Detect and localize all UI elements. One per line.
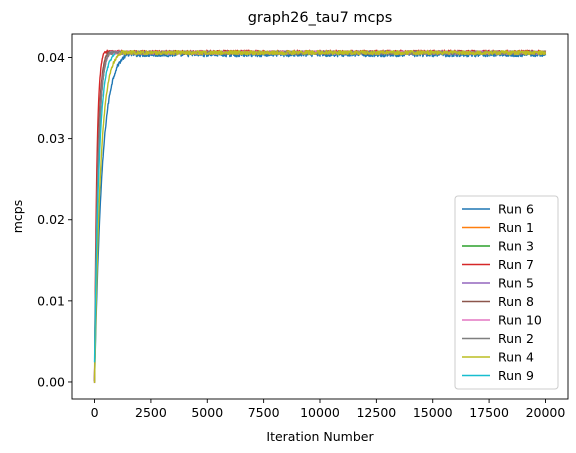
legend-entry: Run 2: [498, 331, 534, 346]
y-tick-label: 0.02: [37, 212, 65, 227]
y-tick-label: 0.04: [37, 50, 65, 65]
legend-entry: Run 9: [498, 368, 534, 383]
legend-entry: Run 10: [498, 313, 542, 328]
legend-entry: Run 8: [498, 294, 534, 309]
legend-entry: Run 4: [498, 350, 534, 365]
y-tick-label: 0.01: [37, 293, 65, 308]
legend-entry: Run 1: [498, 220, 534, 235]
y-tick-label: 0.03: [37, 131, 65, 146]
legend: Run 6 Run 1 Run 3 Run 7 Run 5 Run 8 Run 10 Run …: [455, 196, 558, 389]
x-tick-label: 7500: [248, 405, 280, 420]
x-tick-label: 12500: [356, 405, 396, 420]
x-tick-label: 17500: [469, 405, 509, 420]
x-tick-label: 10000: [300, 405, 340, 420]
y-tick-label: 0.00: [37, 374, 65, 389]
legend-entry: Run 7: [498, 257, 534, 272]
legend-entry: Run 5: [498, 276, 534, 291]
x-tick-label: 20000: [526, 405, 566, 420]
x-axis-label: Iteration Number: [266, 429, 374, 444]
legend-entry: Run 3: [498, 239, 534, 254]
x-tick-label: 0: [91, 405, 99, 420]
x-tick-label: 15000: [413, 405, 453, 420]
chart-title: graph26_tau7 mcps: [248, 10, 393, 26]
x-tick-label: 5000: [191, 405, 223, 420]
x-tick-label: 2500: [135, 405, 167, 420]
legend-entry: Run 6: [498, 202, 534, 217]
y-axis-label: mcps: [10, 200, 25, 234]
